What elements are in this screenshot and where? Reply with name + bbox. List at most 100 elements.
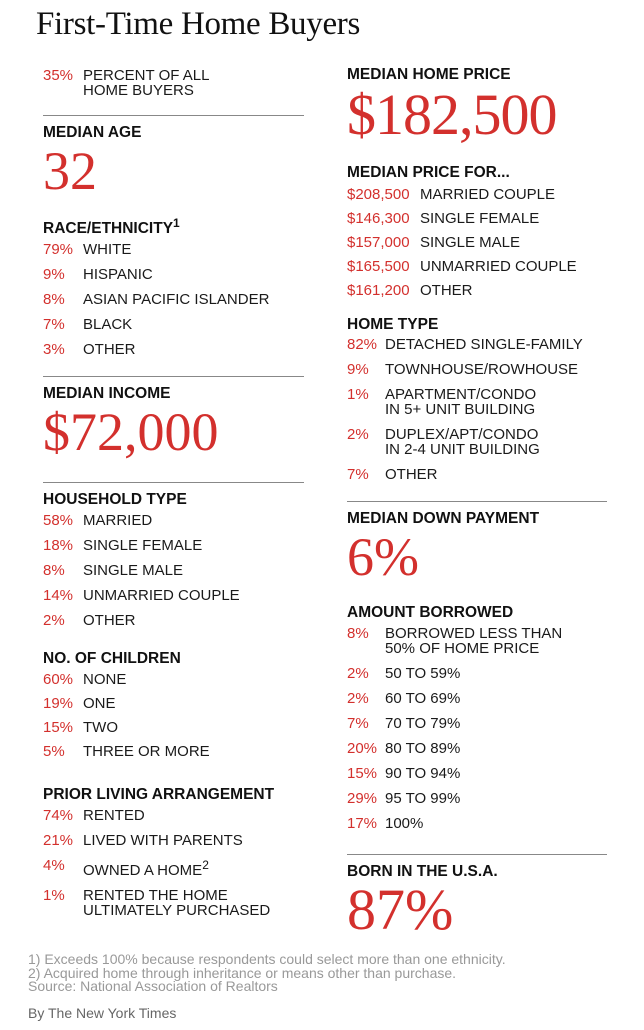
page-title: First-Time Home Buyers [36, 6, 361, 42]
list-item-value: 1% [347, 386, 369, 403]
list-item-value: 4% [43, 857, 65, 874]
list-item: 7% BLACK [43, 317, 304, 332]
list-item: 82% DETACHED SINGLE-FAMILY [347, 337, 607, 352]
list-item-label-line1: NONE [83, 671, 127, 688]
race-footnote-mark: 1 [173, 216, 180, 230]
list-item-label-line1: OTHER [420, 282, 473, 299]
list-item: 21% LIVED WITH PARENTS [43, 833, 304, 848]
list-item-label-line1: SINGLE MALE [83, 562, 184, 579]
list-item: $157,000 SINGLE MALE [347, 235, 607, 250]
list-item-label-line1: 60 TO 69% [385, 690, 461, 707]
median-home-price-value: $182,500 [347, 82, 558, 147]
median-income-header: MEDIAN INCOME [43, 385, 171, 402]
list-item: $208,500 MARRIED COUPLE [347, 187, 607, 202]
household-list: 58% MARRIED 18% SINGLE FEMALE 8% SINGLE MALE 1… [43, 513, 304, 628]
list-item: 8% BORROWED LESS THAN 50% OF HOME PRICE [347, 626, 607, 656]
median-income-value: $72,000 [43, 402, 219, 462]
median-age-header: MEDIAN AGE [43, 124, 142, 141]
list-item-label-line1: LIVED WITH PARENTS [83, 832, 243, 849]
list-item-label: APARTMENT/CONDO IN 5+ UNIT BUILDING [385, 387, 536, 417]
list-item-value: 5% [43, 743, 65, 760]
list-item-label: RENTED THE HOME ULTIMATELY PURCHASED [83, 888, 270, 918]
list-item-value: 15% [347, 765, 378, 782]
list-item-label-line1: TOWNHOUSE/ROWHOUSE [385, 361, 579, 378]
list-item-label-line1: DETACHED SINGLE-FAMILY [385, 336, 583, 353]
list-item-value: $165,500 [347, 258, 410, 275]
list-item-value: 9% [347, 361, 369, 378]
list-item-value: $161,200 [347, 282, 410, 299]
list-item-label: 50 TO 59% [385, 666, 460, 681]
list-item-label: ONE [83, 696, 116, 711]
list-item-label: TOWNHOUSE/ROWHOUSE [385, 362, 578, 377]
born-usa-value: 87% [347, 877, 454, 942]
list-item-label: DUPLEX/APT/CONDO IN 2-4 UNIT BUILDING [385, 427, 540, 457]
list-item-value: 19% [43, 695, 74, 712]
list-item-label-line1: OTHER [385, 466, 438, 483]
list-item-label: NONE [83, 672, 126, 687]
percent-all-value: 35% [43, 67, 74, 84]
list-item-label-line1: RENTED [83, 807, 145, 824]
children-section: NO. OF CHILDREN 60% NONE 19% ONE 15% TWO 5% THR… [43, 642, 304, 759]
home-type-list: 82% DETACHED SINGLE-FAMILY 9% TOWNHOUSE/ROW… [347, 337, 607, 482]
list-item: 7% OTHER [347, 467, 607, 482]
list-item-label-line1: 100% [385, 815, 424, 832]
list-item-value: 2% [43, 612, 65, 629]
list-item-label: LIVED WITH PARENTS [83, 833, 243, 848]
list-item: 74% RENTED [43, 808, 304, 823]
list-item: 15% 90 TO 94% [347, 766, 607, 781]
list-item: 58% MARRIED [43, 513, 304, 528]
list-item-label: DETACHED SINGLE-FAMILY [385, 337, 583, 352]
percent-all-label-line2: HOME BUYERS [83, 82, 194, 99]
median-price-for-header: MEDIAN PRICE FOR... [347, 164, 510, 181]
list-item-value: 8% [43, 291, 65, 309]
list-item-label: SINGLE FEMALE [83, 538, 202, 553]
list-item-value: 2% [347, 426, 369, 443]
list-item-label-line1: OTHER [83, 612, 136, 629]
list-item-value: $146,300 [347, 210, 410, 227]
list-item: 1% RENTED THE HOME ULTIMATELY PURCHASED [43, 888, 304, 918]
percent-all-label: PERCENT OF ALL HOME BUYERS [83, 68, 209, 98]
byline: By The New York Times [28, 1005, 177, 1021]
list-item-value: 8% [347, 625, 369, 642]
median-age-value: 32 [43, 141, 97, 201]
list-item-label-line1: UNMARRIED COUPLE [83, 587, 240, 604]
list-item: 8% SINGLE MALE [43, 563, 304, 578]
list-item: 14% UNMARRIED COUPLE [43, 588, 304, 603]
list-item-label: 95 TO 99% [385, 791, 460, 806]
list-item-value: 18% [43, 537, 74, 554]
list-item-value: 7% [347, 466, 369, 483]
list-item-value: 60% [43, 671, 74, 688]
list-item-value: $208,500 [347, 186, 410, 203]
list-item-label-line1: APARTMENT/CONDO [385, 386, 537, 403]
list-item-value: 2% [347, 690, 369, 707]
list-item-label-line1: ONE [83, 695, 116, 712]
list-item-label-line1: RENTED THE HOME [83, 887, 228, 904]
list-item-label-line1: UNMARRIED COUPLE [420, 258, 577, 275]
list-item-label: RENTED [83, 808, 145, 823]
list-item-label-line1: SINGLE FEMALE [420, 210, 540, 227]
list-item-value: 7% [43, 316, 65, 334]
list-item-label-line2: IN 2-4 UNIT BUILDING [385, 441, 540, 458]
median-home-price-section: MEDIAN HOME PRICE $182,500 [347, 58, 607, 144]
list-item-label-line1: SINGLE MALE [420, 234, 521, 251]
list-item-value: 2% [347, 665, 369, 682]
list-item-value: 1% [43, 887, 65, 904]
list-item-value: 21% [43, 832, 74, 849]
list-item-value: 9% [43, 266, 65, 284]
list-item: 2% OTHER [43, 613, 304, 628]
list-item-value: $157,000 [347, 234, 410, 251]
list-item-label-line1: 50 TO 59% [385, 665, 461, 682]
list-item-label-line2: 50% OF HOME PRICE [385, 640, 540, 657]
list-item-value: 17% [347, 815, 378, 832]
list-item-label-line1: HISPANIC [83, 266, 153, 284]
list-item-value: 7% [347, 715, 369, 732]
median-price-for-list: $208,500 MARRIED COUPLE $146,300 SINGLE FEM… [347, 187, 607, 298]
list-item-value: 15% [43, 719, 74, 736]
list-item-label-line1: OWNED A HOME [83, 862, 203, 879]
list-item-label-line1: 70 TO 79% [385, 715, 461, 732]
list-item-label: OWNED A HOME2 [83, 858, 209, 878]
median-home-price-header: MEDIAN HOME PRICE [347, 66, 511, 83]
list-item: 17% 100% [347, 816, 607, 831]
list-item: $161,200 OTHER [347, 283, 607, 298]
list-item-label: 90 TO 94% [385, 766, 460, 781]
